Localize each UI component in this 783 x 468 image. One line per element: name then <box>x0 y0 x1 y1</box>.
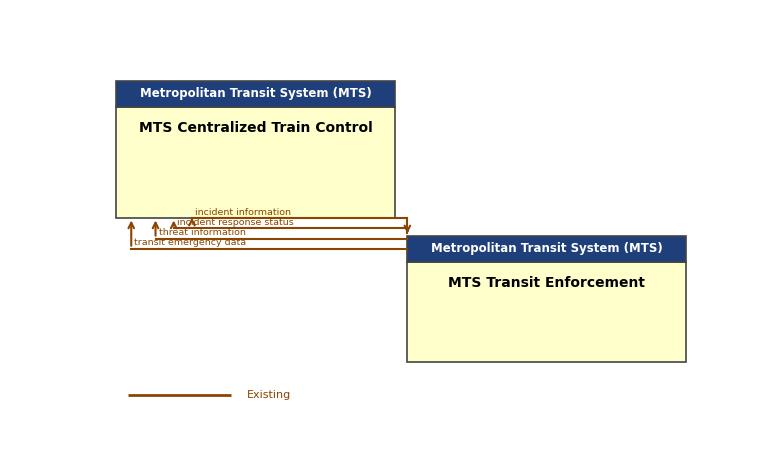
Bar <box>407 262 687 362</box>
Text: threat information: threat information <box>158 228 245 237</box>
Bar <box>407 236 687 262</box>
Text: transit emergency data: transit emergency data <box>135 238 247 247</box>
Bar <box>116 107 395 218</box>
Text: Metropolitan Transit System (MTS): Metropolitan Transit System (MTS) <box>140 88 371 101</box>
Text: MTS Transit Enforcement: MTS Transit Enforcement <box>449 276 645 290</box>
Text: Existing: Existing <box>247 390 290 400</box>
Text: MTS Centralized Train Control: MTS Centralized Train Control <box>139 121 373 135</box>
Text: incident response status: incident response status <box>177 218 294 227</box>
Text: Metropolitan Transit System (MTS): Metropolitan Transit System (MTS) <box>431 242 662 256</box>
Bar <box>116 81 395 107</box>
Text: incident information: incident information <box>195 207 291 217</box>
